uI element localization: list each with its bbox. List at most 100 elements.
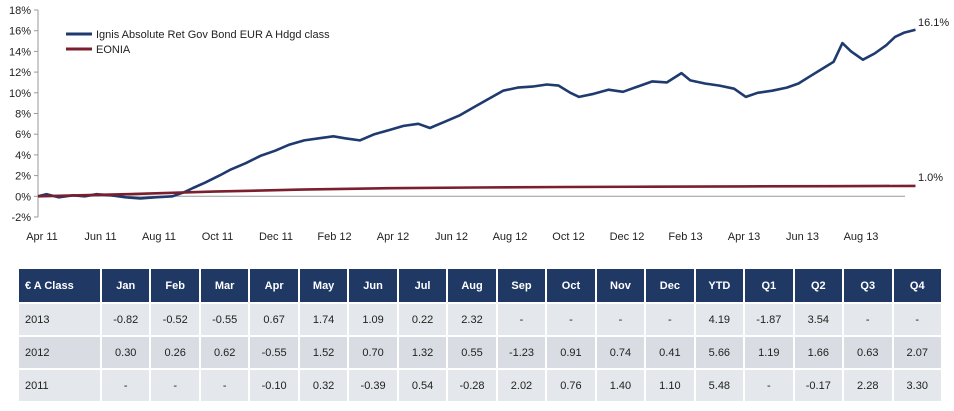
y-tick-label: 2%	[15, 171, 31, 183]
table-cell: 0.30	[102, 337, 150, 368]
table-header-cell: Feb	[151, 269, 199, 302]
table-row: 2013 -0.82 -0.52 -0.55 0.67 1.74 1.09 0.22 2.32-…	[19, 304, 941, 335]
table-cell: 3.30	[893, 370, 941, 401]
y-axis: -2% 0% 2% 4% 6% 8% 10% 12% 14% 16% 18%	[9, 5, 39, 224]
x-tick-label: Apr 11	[26, 231, 58, 243]
x-axis: Apr 11 Jun 11 Aug 11 Oct 11 Dec 11 Feb 12 Apr …	[26, 231, 878, 243]
x-tick-label: Dec 11	[259, 231, 293, 243]
table-cell: -	[745, 370, 793, 401]
x-tick-label: Aug 11	[142, 231, 176, 243]
table-header-cell: Aug	[448, 269, 496, 302]
table-cell: -0.52	[151, 304, 199, 335]
table-cell: -	[646, 304, 694, 335]
table-header-cell: Jan	[102, 269, 150, 302]
y-tick-label: 8%	[15, 109, 31, 121]
table-cell: -	[151, 370, 199, 401]
table-cell: -0.82	[102, 304, 150, 335]
table-cell: 5.66	[695, 337, 744, 368]
x-tick-label: Jun 11	[84, 231, 116, 243]
table-year-cell: 2013	[19, 304, 100, 335]
end-labels: 16.1% 1.0%	[918, 17, 949, 184]
table-cell: 1.19	[745, 337, 793, 368]
x-tick-label: Aug 12	[493, 231, 528, 243]
series-lines	[37, 28, 916, 200]
table-cell: -	[893, 304, 941, 335]
table-header-cell: Jun	[349, 269, 397, 302]
legend-label: EONIA	[96, 44, 131, 56]
table-cell: -0.28	[448, 370, 496, 401]
table-cell: -	[102, 370, 150, 401]
table-cell: 0.76	[547, 370, 595, 401]
table-year-cell: 2011	[19, 370, 100, 401]
table-cell: 1.74	[299, 304, 348, 335]
table-header-cell: Sep	[497, 269, 546, 302]
table-header-row: € A Class Jan Feb Mar Apr May Jun Jul Aug Sep Oct N…	[19, 269, 941, 302]
series-line-fund	[37, 28, 916, 200]
table-cell: -0.10	[250, 370, 298, 401]
x-tick-label: Apr 13	[728, 231, 760, 243]
table-cell: -0.55	[250, 337, 298, 368]
table-cell: -1.23	[497, 337, 546, 368]
x-tick-label: Feb 13	[668, 231, 702, 243]
performance-chart: -2% 0% 2% 4% 6% 8% 10% 12% 14% 16% 18% Apr 11 Jun 1…	[9, 5, 949, 243]
table-cell: 4.19	[695, 304, 744, 335]
table-row: 2011- - - -0.10 0.32 -0.39 0.54 -0.28 2.02 0.76 1.…	[19, 370, 941, 401]
table-cell: 1.52	[299, 337, 348, 368]
table-cell: -	[844, 304, 892, 335]
y-tick-label: 10%	[9, 88, 31, 100]
table-cell: 0.55	[448, 337, 496, 368]
table-header-cell: Q1	[745, 269, 793, 302]
x-tick-label: Oct 11	[202, 231, 234, 243]
y-tick-label: 14%	[9, 46, 31, 58]
y-tick-label: 4%	[15, 150, 31, 162]
table-cell: -0.55	[200, 304, 249, 335]
table-header-cell: Q2	[794, 269, 843, 302]
table-body: 2013 -0.82 -0.52 -0.55 0.67 1.74 1.09 0.22 2.32-…	[19, 304, 941, 401]
y-tick-label: 12%	[9, 67, 31, 79]
table-header-cell: Q4	[893, 269, 941, 302]
y-tick-label: 0%	[15, 191, 31, 203]
table-cell: 1.32	[398, 337, 447, 368]
table-header-cell: Dec	[646, 269, 694, 302]
x-tick-label: Aug 13	[844, 231, 879, 243]
table-cell: -	[497, 304, 546, 335]
table-header-cell: Q3	[844, 269, 892, 302]
table-cell: 1.10	[646, 370, 694, 401]
table-cell: 0.70	[349, 337, 397, 368]
table-header-class: € A Class	[19, 269, 100, 302]
table-cell: 0.22	[398, 304, 447, 335]
table-cell: 0.26	[151, 337, 199, 368]
table-cell: -1.87	[745, 304, 793, 335]
table-header-cell: Apr	[250, 269, 298, 302]
table-cell: 0.63	[844, 337, 892, 368]
table-cell: -0.39	[349, 370, 397, 401]
x-tick-label: Jun 13	[786, 231, 819, 243]
table-header-cell: YTD	[695, 269, 744, 302]
table-cell: 5.48	[695, 370, 744, 401]
legend-label: Ignis Absolute Ret Gov Bond EUR A Hdgd c…	[96, 29, 330, 41]
table-cell: -	[547, 304, 595, 335]
table-cell: -0.17	[794, 370, 843, 401]
y-tick-label: 6%	[15, 129, 31, 141]
table-cell: 3.54	[794, 304, 843, 335]
x-tick-label: Feb 12	[317, 231, 351, 243]
table-cell: 2.07	[893, 337, 941, 368]
table-cell: 0.32	[299, 370, 348, 401]
x-tick-label: Oct 12	[552, 231, 584, 243]
y-tick-label: 16%	[9, 26, 31, 38]
table-header-cell: Mar	[200, 269, 249, 302]
table-cell: 0.41	[646, 337, 694, 368]
table-cell: 0.54	[398, 370, 447, 401]
table-cell: -	[200, 370, 249, 401]
table-header-cell: Jul	[398, 269, 447, 302]
x-tick-label: Apr 12	[377, 231, 409, 243]
x-tick-label: Dec 12	[610, 231, 645, 243]
table-cell: 0.91	[547, 337, 595, 368]
x-tick-label: Jun 12	[435, 231, 468, 243]
table-cell: 1.09	[349, 304, 397, 335]
y-tick-label: -2%	[11, 212, 31, 224]
monthly-returns-table: € A Class Jan Feb Mar Apr May Jun Jul Aug Sep Oct N…	[17, 267, 943, 403]
table-cell: 0.62	[200, 337, 249, 368]
series-line-eonia	[37, 184, 916, 198]
table-cell: 2.02	[497, 370, 546, 401]
